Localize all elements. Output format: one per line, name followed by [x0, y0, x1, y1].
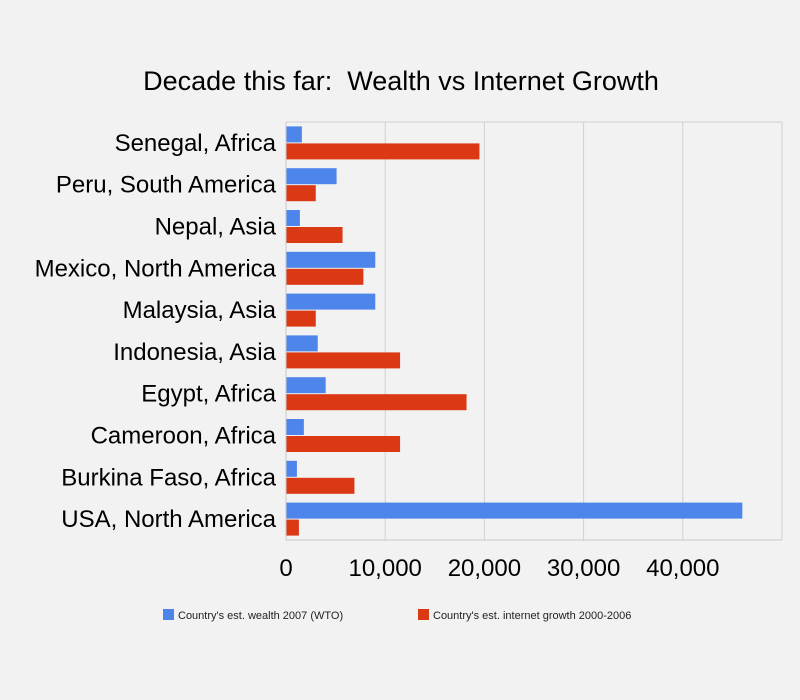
category-label-6: Egypt, Africa: [141, 381, 276, 408]
category-labels: Senegal, Africa Peru, South America Nepal,…: [35, 130, 277, 533]
x-tick-label-4: 40,000: [646, 555, 719, 582]
bar-internet-5: [286, 352, 401, 369]
bar-wealth-7: [286, 419, 304, 435]
bar-wealth-8: [286, 460, 297, 477]
x-tick-label-2: 20,000: [448, 555, 521, 582]
category-label-0: Senegal, Africa: [115, 130, 277, 157]
legend-label-internet: Country's est. internet growth 2000-2006: [433, 610, 631, 622]
x-tick-labels: 0 10,000 20,000 30,000 40,000: [279, 555, 719, 582]
bar-wealth-4: [286, 293, 376, 310]
x-tick-label-0: 0: [279, 555, 292, 582]
category-label-3: Mexico, North America: [35, 255, 277, 282]
category-label-1: Peru, South America: [56, 172, 277, 199]
legend-swatch-wealth: [163, 609, 174, 620]
category-label-4: Malaysia, Asia: [123, 297, 277, 324]
bar-wealth-9: [286, 502, 743, 519]
x-tick-label-3: 30,000: [547, 555, 620, 582]
bar-internet-4: [286, 310, 316, 327]
bars: [286, 126, 743, 536]
category-label-9: USA, North America: [61, 506, 276, 533]
bar-wealth-2: [286, 210, 300, 226]
bar-wealth-0: [286, 126, 302, 143]
bar-internet-2: [286, 227, 343, 243]
category-label-8: Burkina Faso, Africa: [61, 464, 276, 491]
bar-internet-8: [286, 477, 355, 494]
legend: Country's est. wealth 2007 (WTO) Country…: [163, 609, 631, 622]
bar-internet-3: [286, 268, 364, 285]
bar-internet-7: [286, 436, 401, 452]
category-label-7: Cameroon, Africa: [91, 423, 277, 450]
grid-lines: [286, 121, 783, 540]
category-label-5: Indonesia, Asia: [113, 339, 276, 366]
bar-wealth-3: [286, 251, 376, 268]
bar-wealth-1: [286, 168, 337, 185]
x-tick-label-1: 10,000: [348, 555, 421, 582]
legend-swatch-internet: [418, 609, 429, 620]
legend-label-wealth: Country's est. wealth 2007 (WTO): [178, 610, 343, 622]
chart-title: Decade this far: Wealth vs Internet Grow…: [143, 66, 659, 96]
axes: [285, 122, 782, 541]
bar-internet-6: [286, 394, 467, 411]
bar-internet-0: [286, 143, 480, 160]
bar-internet-9: [286, 519, 299, 536]
bar-internet-1: [286, 185, 316, 202]
bar-wealth-5: [286, 335, 318, 352]
category-label-2: Nepal, Asia: [155, 214, 277, 241]
bar-wealth-6: [286, 377, 326, 394]
